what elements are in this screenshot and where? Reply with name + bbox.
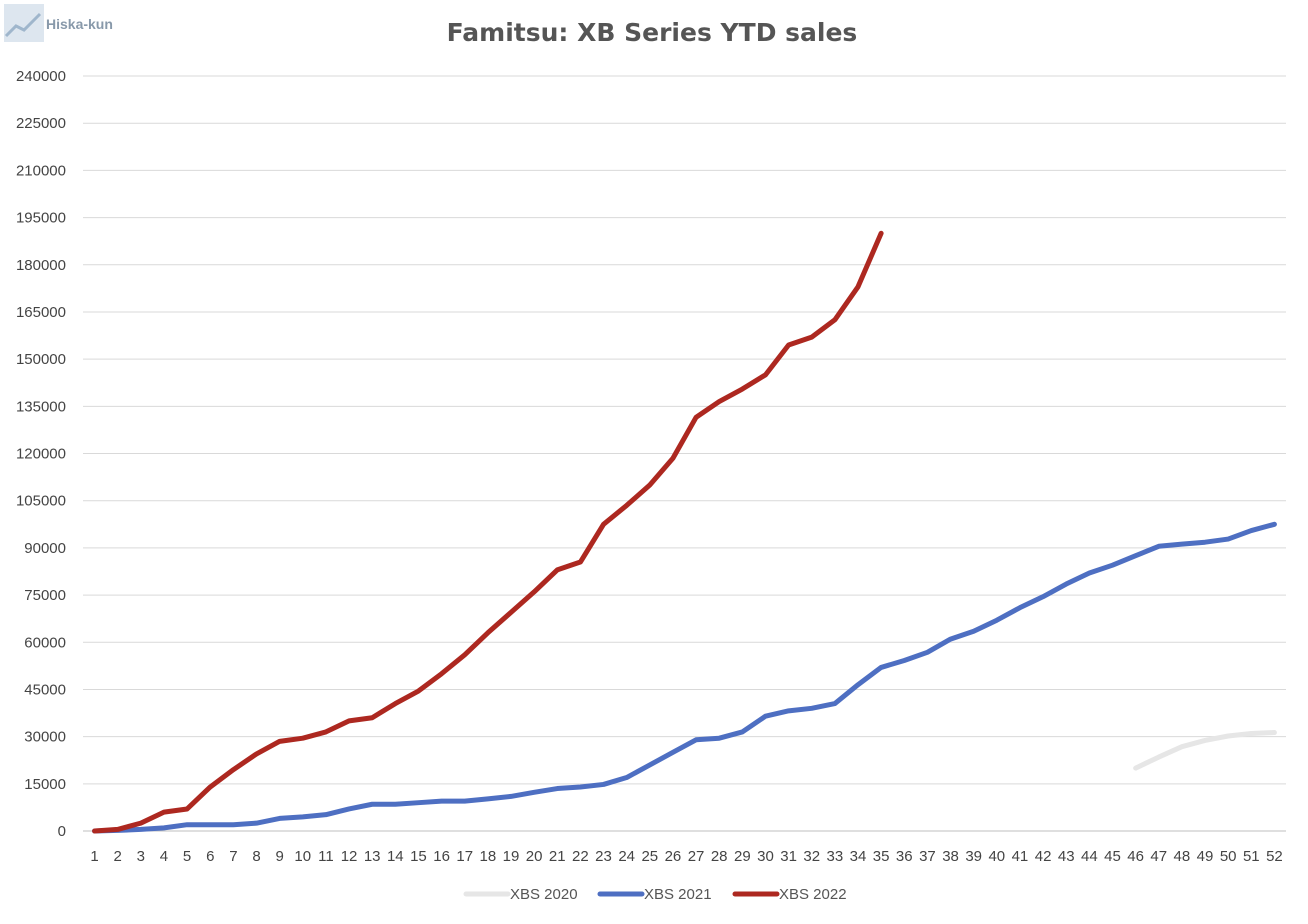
x-tick-label: 33	[827, 848, 844, 865]
y-tick-label: 240000	[16, 68, 66, 85]
x-tick-label: 27	[688, 848, 705, 865]
x-tick-label: 26	[665, 848, 682, 865]
x-tick-label: 28	[711, 848, 728, 865]
watermark-text: Hiska-kun	[46, 16, 113, 32]
x-tick-label: 3	[137, 848, 145, 865]
x-tick-label: 24	[618, 848, 635, 865]
legend-item: XBS 2022	[732, 886, 847, 903]
x-tick-label: 21	[549, 848, 566, 865]
y-tick-label: 120000	[16, 446, 66, 463]
x-tick-label: 8	[252, 848, 260, 865]
x-tick-label: 2	[114, 848, 122, 865]
x-tick-label: 52	[1266, 848, 1283, 865]
x-tick-label: 51	[1243, 848, 1260, 865]
y-tick-label: 165000	[16, 304, 66, 321]
y-tick-label: 105000	[16, 493, 66, 510]
x-tick-label: 40	[988, 848, 1005, 865]
series-lines	[92, 230, 1277, 834]
x-tick-label: 43	[1058, 848, 1075, 865]
x-tick-label: 30	[757, 848, 774, 865]
x-tick-label: 20	[526, 848, 543, 865]
y-tick-label: 90000	[24, 540, 66, 557]
x-tick-label: 17	[456, 848, 473, 865]
x-tick-label: 25	[641, 848, 658, 865]
x-tick-label: 48	[1174, 848, 1191, 865]
x-tick-label: 32	[803, 848, 820, 865]
x-tick-label: 49	[1197, 848, 1214, 865]
x-tick-label: 47	[1150, 848, 1167, 865]
legend-label: XBS 2021	[644, 886, 712, 903]
legend-item: XBS 2021	[597, 886, 712, 903]
x-tick-label: 16	[433, 848, 450, 865]
x-tick-label: 22	[572, 848, 589, 865]
x-tick-label: 10	[294, 848, 311, 865]
x-tick-label: 42	[1035, 848, 1052, 865]
x-tick-label: 23	[595, 848, 612, 865]
y-tick-label: 135000	[16, 398, 66, 415]
x-tick-label: 39	[965, 848, 982, 865]
watermark-logo-icon	[4, 4, 44, 42]
y-tick-label: 0	[58, 823, 66, 840]
y-tick-label: 210000	[16, 162, 66, 179]
gridlines	[83, 75, 1286, 832]
x-tick-label: 7	[229, 848, 237, 865]
x-tick-label: 6	[206, 848, 214, 865]
x-tick-label: 29	[734, 848, 751, 865]
legend: XBS 2020 XBS 2021 XBS 2022	[463, 886, 847, 903]
y-tick-label: 195000	[16, 210, 66, 227]
watermark-graph-icon	[4, 12, 42, 38]
x-tick-label: 11	[318, 848, 334, 865]
watermark: Hiska-kun	[4, 4, 113, 42]
x-tick-label: 18	[480, 848, 497, 865]
legend-item: XBS 2020	[463, 886, 578, 903]
legend-label: XBS 2020	[510, 886, 578, 903]
x-tick-label: 37	[919, 848, 936, 865]
series-line-xbs-2022	[92, 230, 884, 834]
chart-title: Famitsu: XB Series YTD sales	[447, 18, 858, 47]
x-tick-label: 41	[1012, 848, 1029, 865]
y-tick-label: 15000	[24, 776, 66, 793]
x-tick-label: 14	[387, 848, 404, 865]
x-tick-label: 45	[1104, 848, 1121, 865]
y-tick-label: 75000	[24, 587, 66, 604]
x-tick-label: 35	[873, 848, 890, 865]
series-line-xbs-2020	[1133, 730, 1277, 771]
x-tick-label: 15	[410, 848, 427, 865]
x-tick-label: 36	[896, 848, 913, 865]
legend-label: XBS 2022	[779, 886, 847, 903]
y-tick-label: 60000	[24, 634, 66, 651]
x-tick-label: 34	[850, 848, 867, 865]
x-tick-label: 12	[341, 848, 358, 865]
x-axis-ticks: 1 2 3 4 5 6 7 8 9 10 11 12 13 14 15 16 17 18 19 20 21 22 23 24 2…	[90, 848, 1282, 865]
series-line-xbs-2021	[92, 521, 1277, 834]
y-tick-label: 45000	[24, 681, 66, 698]
x-tick-label: 44	[1081, 848, 1098, 865]
x-tick-label: 19	[503, 848, 520, 865]
x-tick-label: 46	[1127, 848, 1144, 865]
y-tick-label: 225000	[16, 115, 66, 132]
x-tick-label: 31	[780, 848, 797, 865]
y-tick-label: 180000	[16, 257, 66, 274]
x-tick-label: 38	[942, 848, 959, 865]
x-tick-label: 1	[90, 848, 98, 865]
y-tick-label: 150000	[16, 351, 66, 368]
y-axis-ticks: 0 15000 30000 45000 60000 75000 90000 105000 120…	[16, 68, 66, 840]
x-tick-label: 5	[183, 848, 191, 865]
x-tick-label: 13	[364, 848, 381, 865]
y-tick-label: 30000	[24, 729, 66, 746]
x-tick-label: 50	[1220, 848, 1237, 865]
x-tick-label: 4	[160, 848, 168, 865]
x-tick-label: 9	[275, 848, 283, 865]
